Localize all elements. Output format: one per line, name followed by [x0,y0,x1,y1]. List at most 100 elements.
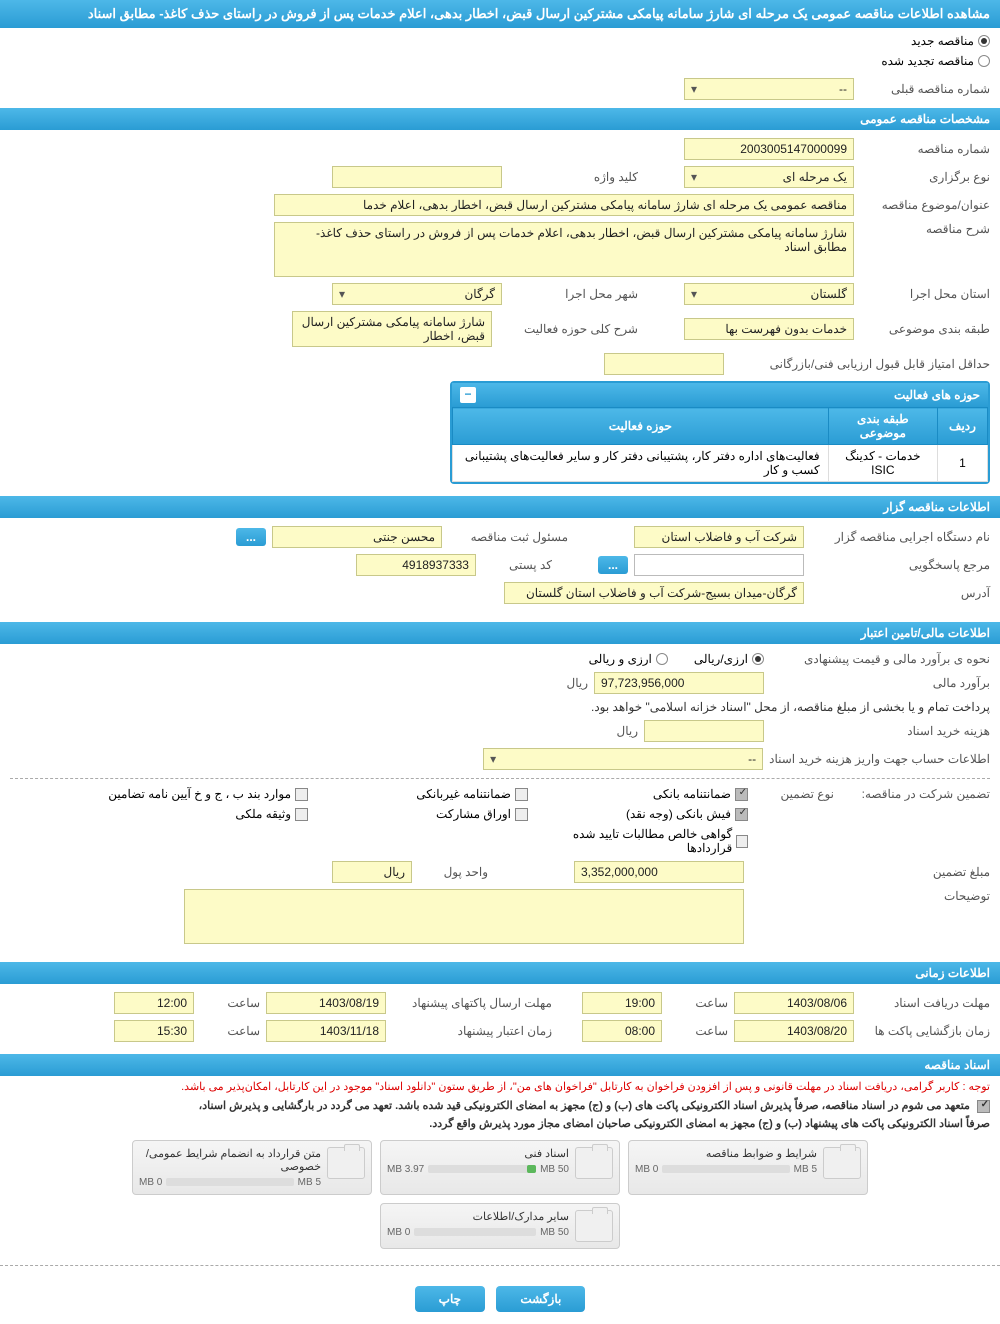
notes-label: توضیحات [750,889,990,903]
radio-dot-icon [978,35,990,47]
docs-commit-1-text: متعهد می شوم در اسناد مناقصه، صرفاً پذیر… [199,1100,970,1112]
divider [10,778,990,779]
divider [0,1265,1000,1266]
cb-label: ضمانتنامه بانکی [653,787,731,801]
folder-icon [823,1147,861,1179]
notes-field[interactable] [184,889,744,944]
checkbox-icon [295,808,308,821]
cb-net-claims[interactable]: گواهی خالص مطالبات تایید شده قراردادها [548,827,748,855]
validity-label: زمان اعتبار پیشنهاد [392,1024,552,1038]
cb-bank-guarantee[interactable]: ضمانتنامه بانکی [548,787,748,801]
currency-unit-label: واحد پول [418,865,488,879]
radio-renewed-label: مناقصه تجدید شده [881,54,974,68]
back-button[interactable]: بازگشت [496,1286,585,1312]
section-timing-body: مهلت دریافت اسناد 1403/08/06 ساعت 19:00 … [0,984,1000,1050]
doc-card[interactable]: متن قرارداد به انضمام شرایط عمومی/خصوصی … [132,1140,372,1195]
time-label: ساعت [200,996,260,1010]
section-general-body: شماره مناقصه 2003005147000099 نوع برگزار… [0,130,1000,492]
city-label: شهر محل اجرا [508,287,638,301]
cb-nonbank[interactable]: ضمانتنامه غیربانکی [328,787,528,801]
postal-field: 4918937333 [356,554,476,576]
treasury-note: پرداخت تمام و یا بخشی از مبلغ مناقصه، از… [10,700,990,714]
radio-method-1[interactable]: ارزی/ریالی [694,652,764,666]
doc-cards: شرایط و ضوابط مناقصه 5 MB0 MB اسناد فنی … [0,1132,1000,1257]
method-opt2: ارزی و ریالی [589,652,652,666]
estimate-unit: ریال [566,676,588,690]
guarantee-amount-field: 3,352,000,000 [574,861,744,883]
reply-field[interactable] [634,554,804,576]
doc-cost-field[interactable] [644,720,764,742]
holding-type-select[interactable]: یک مرحله ای [684,166,854,188]
radio-new-label: مناقصه جدید [911,34,974,48]
radio-method-2[interactable]: ارزی و ریالی [589,652,668,666]
cb-label: گواهی خالص مطالبات تایید شده قراردادها [548,827,732,855]
doc-cost-label: هزینه خرید اسناد [770,724,990,738]
cb-property[interactable]: وثیقه ملکی [108,807,308,821]
guarantee-amount-label: مبلغ تضمین [750,865,990,879]
col-area: حوزه فعالیت [453,408,829,445]
print-button[interactable]: چاپ [415,1286,485,1312]
time-label: ساعت [200,1024,260,1038]
province-label: استان محل اجرا [860,287,990,301]
doc-title: اسناد فنی [387,1147,569,1160]
currency-unit-field: ریال [332,861,412,883]
checkbox-icon [515,808,528,821]
cb-cases[interactable]: موارد بند ب ، ج و خ آیین نامه تضامین [108,787,308,801]
collapse-icon[interactable]: − [460,387,476,403]
tender-no-field: 2003005147000099 [684,138,854,160]
reply-more-button[interactable]: ... [598,556,628,574]
radio-renewed-tender[interactable]: مناقصه تجدید شده [881,54,990,68]
time-label: ساعت [668,996,728,1010]
doc-card[interactable]: اسناد فنی 50 MB3.97 MB [380,1140,620,1195]
estimate-field: 97,723,956,000 [594,672,764,694]
doc-total: 50 MB [540,1164,569,1175]
table-row: 1 خدمات - کدینگ ISIC فعالیت‌های اداره دف… [453,445,988,482]
cb-participation[interactable]: اوراق مشارکت [328,807,528,821]
radio-dot-icon [752,653,764,665]
cell-row: 1 [938,445,988,482]
org-label: نام دستگاه اجرایی مناقصه گزار [810,530,990,544]
min-score-field[interactable] [604,353,724,375]
radio-dot-icon [978,55,990,67]
col-category: طبقه بندی موضوعی [828,408,937,445]
activity-desc-field: شارژ سامانه پیامکی مشترکین ارسال قبض، اخ… [292,311,492,347]
cb-label: وثیقه ملکی [235,807,291,821]
more-button[interactable]: ... [236,528,266,546]
receive-time: 19:00 [582,992,662,1014]
address-field: گرگان-میدان بسیج-شرکت آب و فاضلاب استان … [504,582,804,604]
open-time: 08:00 [582,1020,662,1042]
docs-commit-2: صرفاً اسناد الکترونیکی پاکت های پیشنهاد … [0,1115,1000,1132]
keyword-label: کلید واژه [508,170,638,184]
section-tenderer-header: اطلاعات مناقصه گزار [0,496,1000,518]
prev-tender-select[interactable]: -- [684,78,854,100]
doc-card[interactable]: سایر مدارک/اطلاعات 50 MB0 MB [380,1203,620,1249]
account-label: اطلاعات حساب جهت واریز هزینه خرید اسناد [769,752,990,766]
account-select[interactable]: -- [483,748,763,770]
province-select[interactable]: گلستان [684,283,854,305]
keyword-field[interactable] [332,166,502,188]
responsible-field: محسن جنتی [272,526,442,548]
send-label: مهلت ارسال پاکتهای پیشنهاد [392,996,552,1010]
city-select[interactable]: گرگان [332,283,502,305]
activity-desc-label: شرح کلی حوزه فعالیت [498,322,638,336]
validity-date: 1403/11/18 [266,1020,386,1042]
tender-status-group: مناقصه جدید [0,28,1000,54]
tender-no-label: شماره مناقصه [860,142,990,156]
checkbox-icon [736,835,748,848]
doc-used: 0 MB [635,1164,658,1175]
guarantee-label: تضمین شرکت در مناقصه: [840,787,990,801]
doc-card[interactable]: شرایط و ضوابط مناقصه 5 MB0 MB [628,1140,868,1195]
checkbox-icon [735,788,748,801]
cb-bank-receipt[interactable]: فیش بانکی (وجه نقد) [548,807,748,821]
validity-time: 15:30 [114,1020,194,1042]
cell-area: فعالیت‌های اداره دفتر کار، پشتیبانی دفتر… [453,445,829,482]
category-label: طبقه بندی موضوعی [860,322,990,336]
checkbox-icon [515,788,528,801]
activity-table-title: حوزه های فعالیت − [452,383,988,407]
folder-icon [575,1210,613,1242]
reply-label: مرجع پاسخگویی [810,558,990,572]
desc-label: شرح مناقصه [860,222,990,236]
desc-field: شارژ سامانه پیامکی مشترکین ارسال قبض، اخ… [274,222,854,277]
radio-new-tender[interactable]: مناقصه جدید [911,34,990,48]
open-date: 1403/08/20 [734,1020,854,1042]
